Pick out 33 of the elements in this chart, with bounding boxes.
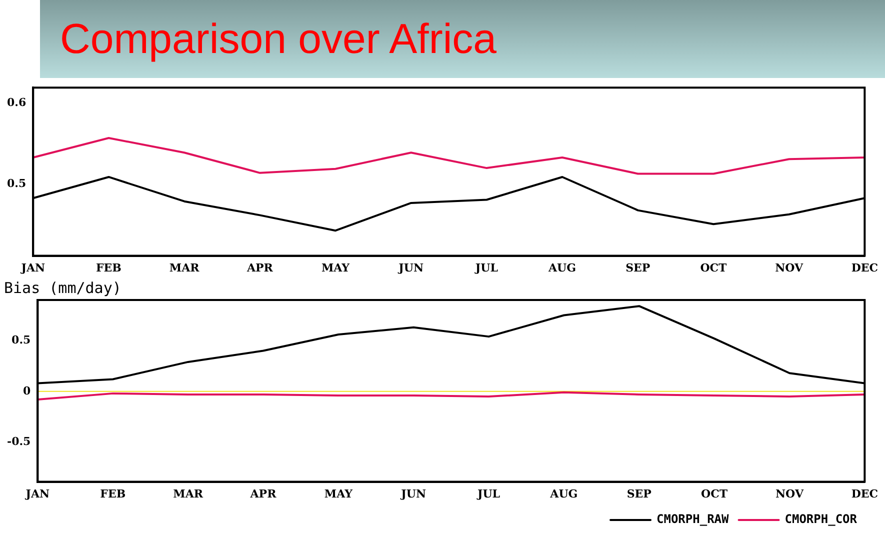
x-tick-label: MAR <box>169 261 200 274</box>
x-tick-label: DEC <box>851 261 878 274</box>
x-tick-label: OCT <box>701 487 728 500</box>
y-axis-title: Bias (mm/day) <box>4 278 122 297</box>
x-tick-label: APR <box>249 487 278 500</box>
x-tick-label: OCT <box>700 261 728 274</box>
y-tick-label: 0.5 <box>6 177 26 190</box>
y-tick-label: 0.5 <box>12 333 31 346</box>
x-tick-label: APR <box>246 261 274 274</box>
legend-label: CMORPH_RAW <box>656 512 730 526</box>
x-tick-label: SEP <box>626 261 650 274</box>
x-tick-label: JUN <box>398 261 424 274</box>
x-tick-label: FEB <box>96 261 122 274</box>
x-tick-label: NOV <box>775 261 804 274</box>
x-tick-label: NOV <box>775 487 804 500</box>
y-tick-label: 0.6 <box>6 96 26 109</box>
chart-title: Comparison over Africa <box>59 15 497 63</box>
x-tick-label: JUN <box>400 487 426 500</box>
x-tick-label: AUG <box>548 261 576 274</box>
x-tick-label: MAY <box>322 261 350 274</box>
x-tick-label: DEC <box>851 487 878 500</box>
legend-label: CMORPH_COR <box>784 512 858 526</box>
x-tick-label: MAR <box>173 487 204 500</box>
x-tick-label: JAN <box>24 487 50 500</box>
y-tick-label: -0.5 <box>7 435 31 448</box>
y-tick-label: 0 <box>23 384 32 398</box>
x-tick-label: SEP <box>626 487 652 500</box>
x-tick-label: JUL <box>474 261 498 274</box>
x-tick-label: FEB <box>100 487 126 500</box>
x-tick-label: MAY <box>324 487 353 500</box>
x-tick-label: JAN <box>20 261 46 274</box>
x-tick-label: JUL <box>476 487 500 500</box>
x-tick-label: AUG <box>549 487 578 500</box>
